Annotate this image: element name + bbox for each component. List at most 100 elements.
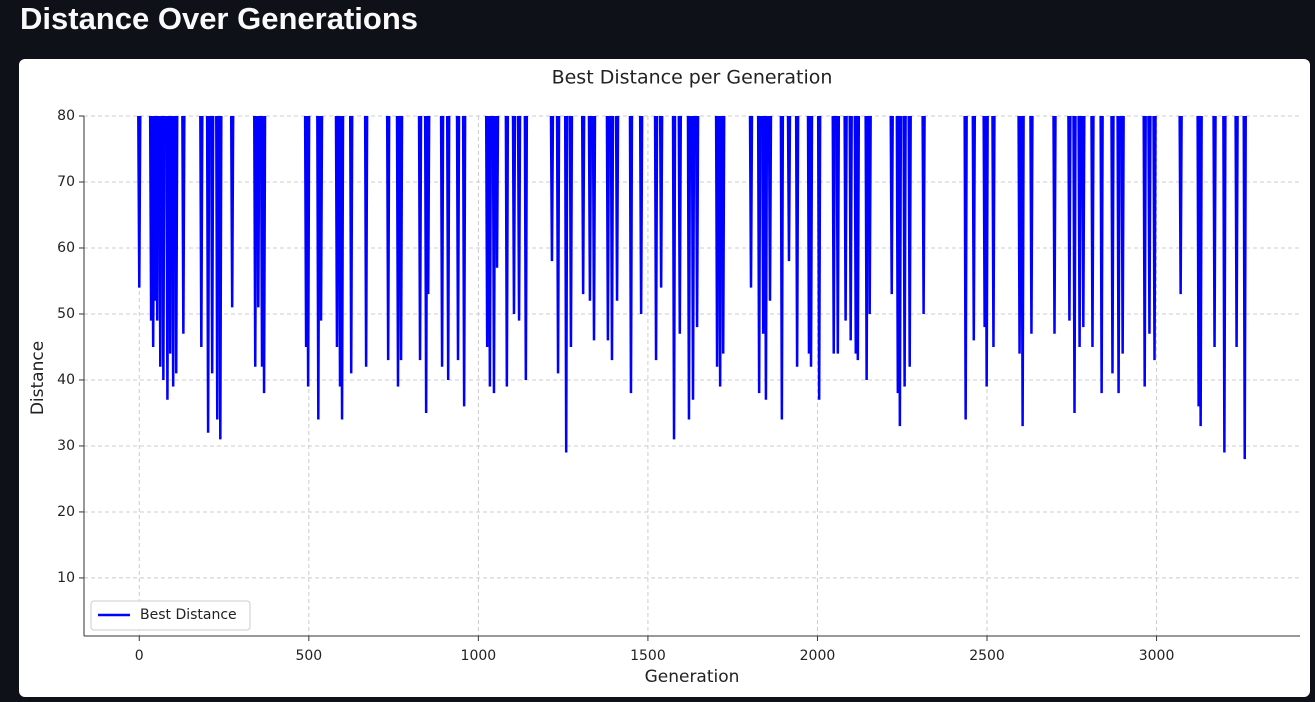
line-segment xyxy=(1029,116,1034,334)
line-segment xyxy=(167,116,173,354)
line-segment xyxy=(1147,116,1152,334)
line-segment xyxy=(363,116,369,367)
line-segment xyxy=(155,116,160,321)
line-segment xyxy=(587,116,593,301)
line-segment xyxy=(614,116,620,301)
line-segment xyxy=(1017,116,1022,354)
line-segment xyxy=(756,116,762,394)
x-tick-label: 2500 xyxy=(969,648,1005,664)
line-segment xyxy=(658,116,664,288)
line-segment xyxy=(555,116,561,374)
line-segment xyxy=(1067,116,1072,321)
line-segment xyxy=(165,116,170,400)
line-segment xyxy=(445,116,451,380)
line-segment xyxy=(491,116,497,394)
line-segment xyxy=(694,116,700,328)
chart-title: Best Distance per Generation xyxy=(552,67,833,89)
line-segment xyxy=(1198,116,1203,427)
line-segment xyxy=(385,116,391,361)
line-segment xyxy=(1116,116,1121,394)
line-segment xyxy=(484,116,490,347)
line-segment xyxy=(580,116,586,295)
legend-label: Best Distance xyxy=(140,607,237,623)
y-tick-label: 70 xyxy=(57,174,75,190)
line-segment xyxy=(256,116,261,308)
line-segment xyxy=(455,116,461,361)
y-tick-label: 10 xyxy=(57,570,75,586)
line-segment xyxy=(1052,116,1057,334)
line-segment xyxy=(671,116,677,440)
x-tick-label: 0 xyxy=(135,648,144,664)
line-segment xyxy=(864,116,869,380)
line-segment xyxy=(205,116,211,433)
line-segment xyxy=(991,116,996,347)
line-segment xyxy=(677,116,683,334)
line-segment xyxy=(843,116,848,321)
line-segment xyxy=(229,116,235,308)
line-segment xyxy=(305,116,311,387)
line-segment xyxy=(461,116,467,407)
line-segment xyxy=(1020,116,1025,427)
y-tick-label: 50 xyxy=(57,306,75,322)
line-segment xyxy=(1077,116,1082,347)
line-segment xyxy=(720,116,726,354)
line-segment xyxy=(717,116,723,387)
line-segment xyxy=(835,116,841,354)
line-segment xyxy=(889,116,894,295)
y-axis-label: Distance xyxy=(28,341,48,415)
line-segment xyxy=(786,116,792,262)
x-tick-label: 1500 xyxy=(630,648,666,664)
line-segment xyxy=(763,116,769,400)
line-segment xyxy=(1178,116,1183,295)
y-tick-label: 60 xyxy=(57,240,75,256)
x-axis-label: Generation xyxy=(645,667,740,687)
x-tick-label: 3000 xyxy=(1139,648,1175,664)
line-segment xyxy=(984,116,989,387)
line-segment xyxy=(816,116,822,400)
line-segment xyxy=(1212,116,1217,347)
line-segment xyxy=(767,116,773,301)
line-segment xyxy=(609,116,615,361)
line-segment xyxy=(316,116,321,420)
line-segment xyxy=(318,116,324,321)
line-segment xyxy=(855,116,861,361)
line-segment xyxy=(808,116,814,367)
x-tick-label: 2000 xyxy=(800,648,836,664)
line-segment xyxy=(779,116,785,420)
line-segment xyxy=(1142,116,1147,387)
line-segment xyxy=(1242,116,1247,460)
line-segment xyxy=(591,116,597,341)
y-tick-label: 30 xyxy=(57,438,75,454)
line-segment xyxy=(690,116,696,400)
line-segment xyxy=(425,116,431,295)
line-segment xyxy=(504,116,510,387)
line-segment xyxy=(523,116,529,380)
y-tick-label: 80 xyxy=(57,108,75,124)
line-segment xyxy=(516,116,522,321)
line-segment xyxy=(907,116,912,367)
line-segment xyxy=(261,116,267,394)
line-segment xyxy=(686,116,692,420)
line-segment xyxy=(181,116,186,334)
line-segment xyxy=(218,116,223,440)
line-segment xyxy=(549,116,555,262)
line-segment xyxy=(1072,116,1077,413)
line-segment xyxy=(137,116,142,288)
line-segment xyxy=(1222,116,1227,453)
x-tick-label: 500 xyxy=(295,648,322,664)
legend-box xyxy=(90,600,251,631)
line-segment xyxy=(253,116,258,367)
line-segment xyxy=(653,116,659,361)
line-segment xyxy=(1099,116,1104,394)
line-segment xyxy=(921,116,926,314)
line-segment xyxy=(568,116,574,347)
line-segment xyxy=(1090,116,1095,347)
line-segment xyxy=(398,116,404,361)
line-segment xyxy=(1152,116,1157,361)
line-segment xyxy=(867,116,872,314)
line-segment xyxy=(638,116,644,314)
line-segment xyxy=(605,116,611,341)
line-segment xyxy=(348,116,354,374)
line-segment xyxy=(334,116,340,347)
